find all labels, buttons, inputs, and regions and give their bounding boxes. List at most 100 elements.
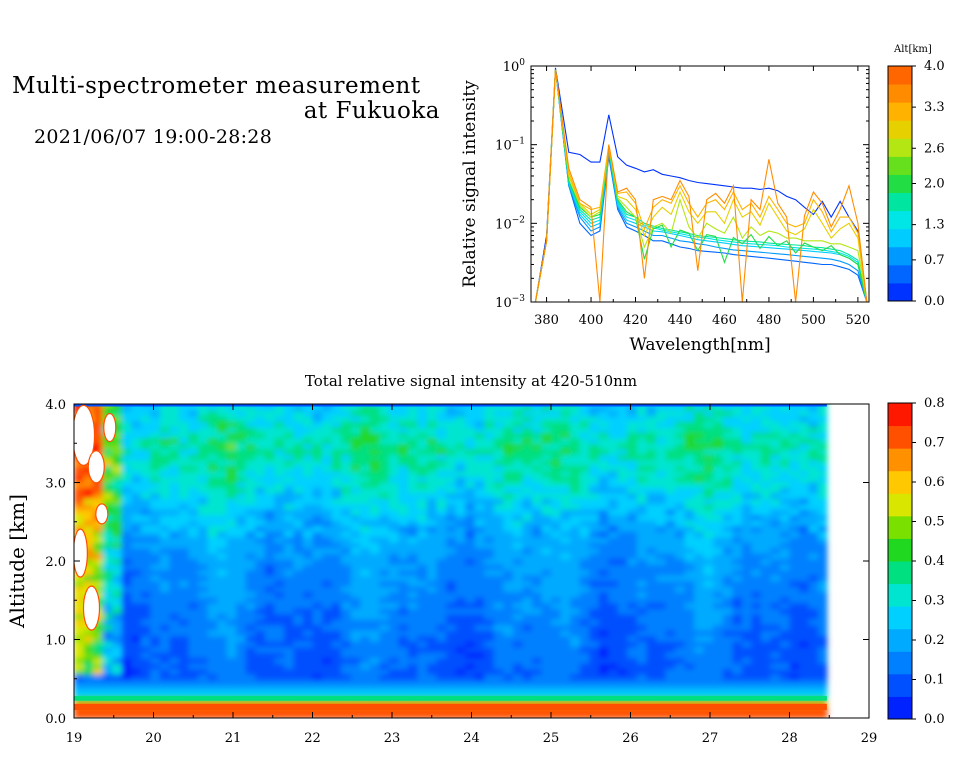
heatmap-cell [360, 465, 371, 472]
heatmap-cell [245, 641, 256, 648]
heatmap-cell [722, 652, 733, 659]
heatmap-cell [617, 476, 628, 483]
heatmap-cell [598, 564, 609, 571]
heatmap-cell [722, 586, 733, 593]
heatmap-cell [74, 668, 85, 675]
heatmap-cell [751, 498, 762, 505]
heatmap-cell [369, 597, 380, 604]
heatmap-cell [331, 410, 342, 417]
heatmap-cell [751, 465, 762, 472]
heatmap-cell [407, 569, 418, 576]
heatmap-cell [207, 591, 218, 598]
heatmap-cell [188, 432, 199, 439]
heatmap-cell [446, 580, 457, 587]
heatmap-cell [379, 498, 390, 505]
heatmap-cell [74, 498, 85, 505]
heatmap-cell [713, 608, 724, 615]
heatmap-cell [93, 492, 104, 499]
heatmap-cell [331, 465, 342, 472]
heatmap-cell [627, 580, 638, 587]
heatmap-cell [608, 569, 619, 576]
heatmap-cell [780, 630, 791, 637]
heatmap-cell [799, 426, 810, 433]
heatmap-cell [560, 668, 571, 675]
heatmap-cell [465, 437, 476, 444]
heatmap-cell [579, 569, 590, 576]
heatmap-cell [436, 597, 447, 604]
heatmap-cell [388, 426, 399, 433]
heatmap-cell [293, 481, 304, 488]
heatmap-cell [617, 426, 628, 433]
heatmap-cell [93, 481, 104, 488]
heatmap-cell [178, 454, 189, 461]
heatmap-cell [188, 443, 199, 450]
heatmap-cell [665, 454, 676, 461]
heatmap-cell [369, 679, 380, 686]
heatmap-cell [770, 630, 781, 637]
heatmap-cell [646, 619, 657, 626]
heatmap-cell [446, 564, 457, 571]
heatmap-cell [722, 437, 733, 444]
heatmap-cell [818, 542, 828, 549]
heatmap-cell [102, 520, 113, 527]
heatmap-cell [713, 569, 724, 576]
heatmap-cell [169, 448, 180, 455]
heatmap-cell [274, 690, 285, 697]
heatmap-cell [551, 448, 562, 455]
heatmap-cell [589, 712, 600, 718]
heatmap-cell [121, 613, 132, 620]
heatmap-cell [493, 613, 504, 620]
heatmap-cell [83, 712, 94, 718]
heatmap-cell [379, 492, 390, 499]
heatmap-cell [818, 613, 828, 620]
heatmap-cell [589, 492, 600, 499]
heatmap-cell [303, 553, 314, 560]
heatmap-cell [655, 415, 666, 422]
heatmap-cell [159, 608, 170, 615]
heatmap-cell [627, 712, 638, 718]
heatmap-cell [93, 404, 104, 411]
heatmap-cell [818, 569, 828, 576]
heatmap-cell [589, 674, 600, 681]
heatmap-cell [112, 619, 123, 626]
heatmap-cell [264, 410, 275, 417]
heatmap-cell [436, 525, 447, 532]
heatmap-cell [703, 421, 714, 428]
heatmap-cell [541, 646, 552, 653]
heatmap-cell [83, 652, 94, 659]
heatmap-cell [760, 657, 771, 664]
heatmap-cell [570, 404, 581, 411]
heatmap-cell [350, 624, 361, 631]
heatmap-cell [217, 470, 228, 477]
heatmap-cell [140, 558, 151, 565]
heatmap-cell [360, 459, 371, 466]
heatmap-cell [636, 509, 647, 516]
heatmap-cell [131, 663, 142, 670]
heatmap-cell [760, 690, 771, 697]
heatmap-cell [436, 476, 447, 483]
heatmap-cell [675, 690, 686, 697]
heatmap-cell [684, 553, 695, 560]
heatmap-cell [360, 492, 371, 499]
heatmap-cell [818, 525, 828, 532]
heatmap-cell [608, 415, 619, 422]
heatmap-cell [417, 514, 428, 521]
heatmap-cell [226, 663, 237, 670]
heatmap-cell [694, 564, 705, 571]
heatmap-cell [350, 426, 361, 433]
heatmap-cell [675, 410, 686, 417]
heatmap-cell [293, 437, 304, 444]
heatmap-cell [751, 492, 762, 499]
heatmap-cell [169, 514, 180, 521]
heatmap-cell [493, 415, 504, 422]
heatmap-cell [589, 569, 600, 576]
heatmap-cell [283, 415, 294, 422]
heatmap-cell [741, 652, 752, 659]
spectrum-y-tick-label: 10−3 [495, 294, 525, 311]
heatmap-cell [398, 503, 409, 510]
heatmap-cell [570, 674, 581, 681]
heatmap-cell [207, 635, 218, 642]
heatmap-cell [169, 641, 180, 648]
heatmap-cell [589, 426, 600, 433]
heatmap-cell [102, 470, 113, 477]
